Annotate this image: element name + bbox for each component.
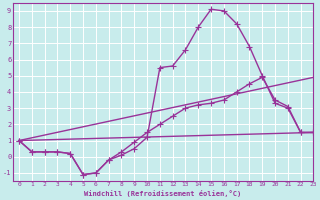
X-axis label: Windchill (Refroidissement éolien,°C): Windchill (Refroidissement éolien,°C): [84, 190, 242, 197]
